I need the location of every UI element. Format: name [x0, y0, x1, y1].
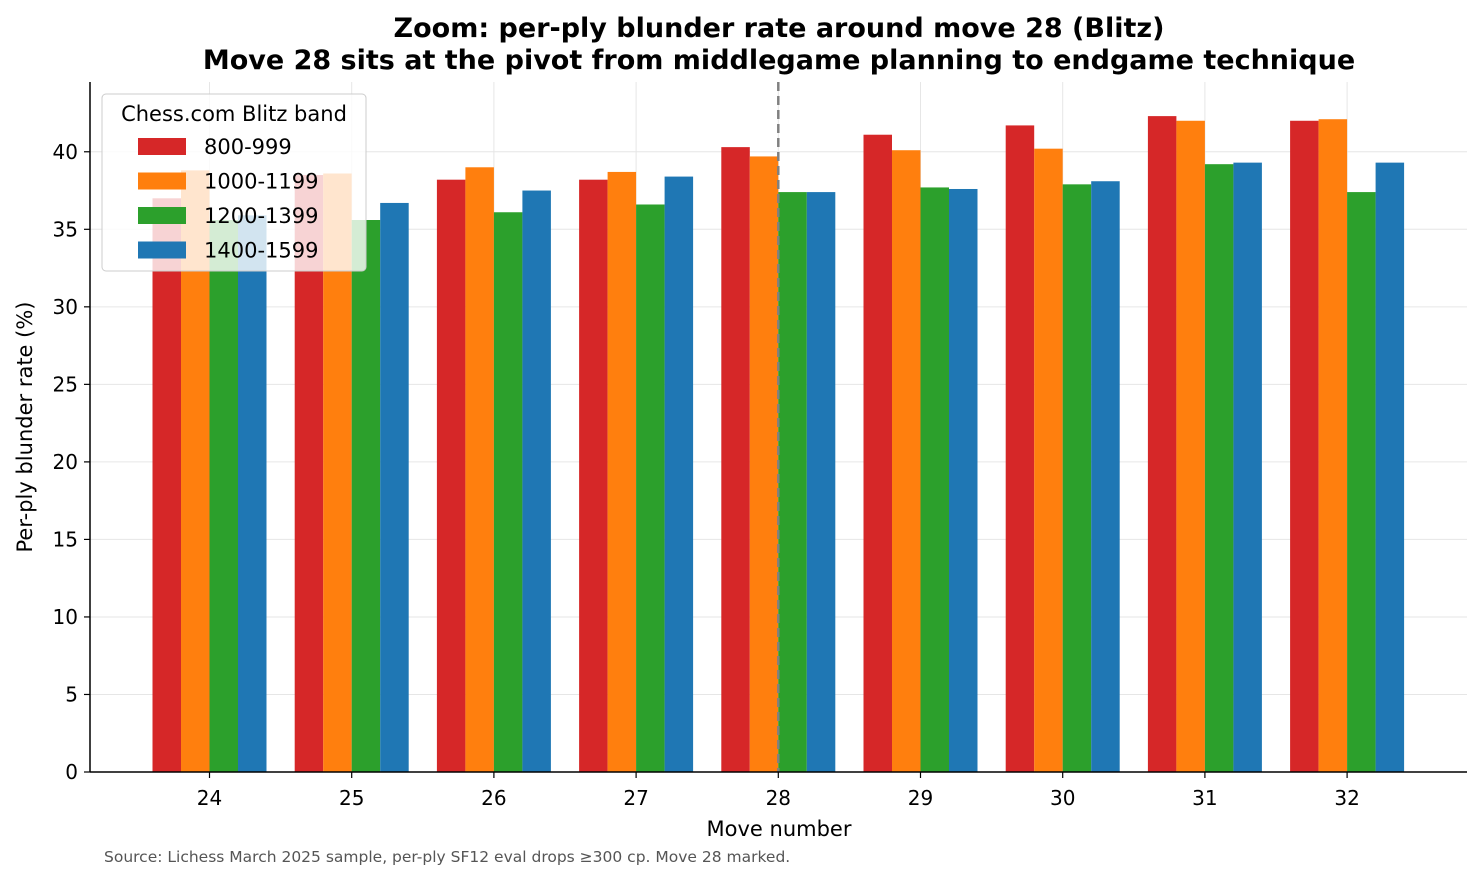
bar-800-999-move-24 [152, 198, 181, 773]
x-tick-label: 30 [1050, 786, 1075, 810]
bar-800-999-move-29 [863, 134, 892, 772]
x-tick-label: 25 [339, 786, 364, 810]
source-note: Source: Lichess March 2025 sample, per-p… [104, 848, 790, 866]
bar-1200-1399-move-26 [493, 212, 523, 772]
y-tick-label: 10 [53, 605, 78, 629]
legend-swatch-1200-1399 [138, 207, 186, 224]
y-tick-label: 30 [53, 295, 78, 319]
bar-800-999-move-27 [579, 179, 608, 772]
bar-1200-1399-move-25 [351, 220, 381, 772]
legend-label-1000-1199: 1000-1199 [204, 170, 318, 194]
x-axis-label: Move number [707, 817, 852, 841]
bar-1200-1399-move-31 [1204, 164, 1234, 772]
bar-800-999-move-30 [1005, 125, 1035, 773]
bar-800-999-move-28 [721, 147, 750, 772]
bar-1400-1599-move-31 [1233, 162, 1262, 772]
y-tick-label: 20 [53, 450, 78, 474]
y-tick-label: 40 [53, 140, 78, 164]
legend-swatch-1400-1599 [138, 241, 186, 259]
y-tick-label: 35 [53, 217, 78, 241]
y-tick-label: 5 [65, 682, 78, 706]
bar-1400-1599-move-29 [949, 188, 978, 772]
bar-1000-1199-move-27 [607, 171, 637, 772]
x-tick-label: 26 [481, 786, 506, 810]
bar-1200-1399-move-28 [778, 192, 807, 772]
legend-label-1400-1599: 1400-1599 [204, 239, 318, 263]
y-tick-label: 0 [65, 760, 78, 784]
y-axis-label: Per-ply blunder rate (%) [13, 302, 37, 553]
x-tick-label: 31 [1192, 786, 1217, 810]
x-tick-label: 32 [1334, 786, 1359, 810]
bar-800-999-move-31 [1147, 116, 1177, 772]
bar-800-999-move-32 [1290, 120, 1319, 773]
legend-label-1200-1399: 1200-1399 [204, 204, 318, 228]
legend-title: Chess.com Blitz band [121, 102, 347, 126]
legend-label-800-999: 800-999 [204, 135, 292, 159]
bar-800-999-move-25 [294, 175, 324, 773]
bar-1400-1599-move-27 [664, 176, 694, 772]
bar-1200-1399-move-32 [1347, 192, 1376, 772]
legend-swatch-1000-1199 [138, 172, 186, 190]
bar-1400-1599-move-28 [806, 192, 836, 772]
bar-1000-1199-move-30 [1034, 148, 1063, 772]
bar-800-999-move-26 [436, 179, 466, 772]
bar-1400-1599-move-25 [380, 202, 409, 772]
chart-subtitle: Move 28 sits at the pivot from middlegam… [203, 45, 1355, 76]
legend-swatch-800-999 [138, 138, 186, 155]
bar-1000-1199-move-32 [1318, 119, 1348, 772]
legend-items: 800-999 1000-1199 1200-1399 1400-1599 [138, 135, 318, 263]
bars [152, 116, 1405, 773]
bar-1400-1599-move-32 [1375, 162, 1405, 772]
bar-1400-1599-move-30 [1091, 181, 1120, 772]
bar-1200-1399-move-24 [209, 220, 238, 772]
x-tick-label: 29 [908, 786, 933, 810]
chart-title: Zoom: per-ply blunder rate around move 2… [394, 13, 1165, 44]
bar-1000-1199-move-31 [1176, 120, 1205, 773]
bar-1200-1399-move-30 [1062, 184, 1092, 772]
y-tick-label: 25 [53, 372, 78, 396]
x-tick-label: 27 [623, 786, 648, 810]
bar-1000-1199-move-28 [749, 156, 779, 772]
bar-1000-1199-move-25 [323, 173, 352, 772]
bar-1000-1199-move-29 [892, 150, 921, 772]
x-tick-label: 24 [197, 786, 222, 810]
x-tick-label: 28 [766, 786, 791, 810]
tick-labels: 0 5 10 15 20 25 30 35 40 24 25 26 27 28 29 30 31 32 [53, 140, 1360, 810]
bar-1200-1399-move-27 [636, 204, 665, 772]
legend: Chess.com Blitz band 800-999 1000-1199 120… [101, 93, 367, 272]
bar-1000-1199-move-26 [465, 167, 494, 773]
y-tick-label: 15 [53, 527, 78, 551]
bar-1200-1399-move-29 [920, 187, 949, 772]
bar-1400-1599-move-24 [238, 215, 267, 772]
bar-1400-1599-move-26 [522, 190, 551, 773]
